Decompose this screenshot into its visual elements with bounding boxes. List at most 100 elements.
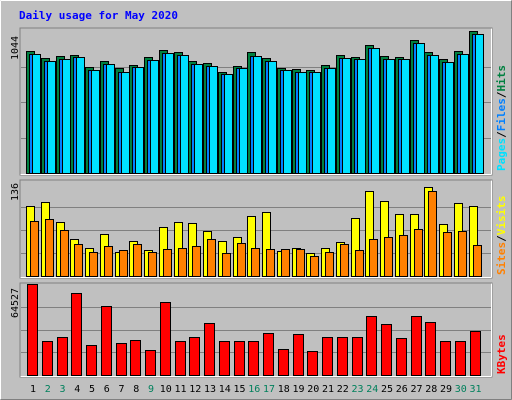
bar-pages-day-9 xyxy=(150,60,159,174)
bar-pages-day-31 xyxy=(475,34,484,174)
y-max-label-visits: 136 xyxy=(10,183,21,201)
x-tick-label-day-31: 31 xyxy=(469,384,481,395)
bar-kbytes-day-14 xyxy=(219,341,230,376)
bar-sites-day-22 xyxy=(340,244,349,277)
bar-pages-day-27 xyxy=(416,43,425,174)
bar-pages-day-10 xyxy=(165,53,174,174)
x-tick-label-day-13: 13 xyxy=(204,384,216,395)
bar-sites-day-5 xyxy=(89,252,98,277)
bar-sites-day-24 xyxy=(369,239,378,277)
bar-kbytes-day-22 xyxy=(337,337,348,376)
x-tick-label-day-11: 11 xyxy=(174,384,186,395)
bar-sites-day-6 xyxy=(104,246,113,277)
bar-pages-day-25 xyxy=(386,59,395,174)
bar-pages-day-29 xyxy=(445,62,454,174)
bar-kbytes-day-21 xyxy=(322,337,333,376)
panel-hits-files-pages: 1044 Pages/Files/Hits xyxy=(10,27,508,176)
bar-sites-day-12 xyxy=(192,246,201,277)
panel-kbytes: 64527 KBytes xyxy=(10,282,508,378)
bar-sites-day-7 xyxy=(119,250,128,277)
bar-pages-day-22 xyxy=(342,58,351,174)
bar-pages-day-1 xyxy=(32,54,41,174)
x-tick-label-day-28: 28 xyxy=(425,384,437,395)
bar-sites-day-10 xyxy=(163,249,172,277)
bar-pages-day-28 xyxy=(430,55,439,174)
bar-kbytes-day-7 xyxy=(116,343,127,376)
bar-kbytes-day-11 xyxy=(175,341,186,376)
bar-pages-day-7 xyxy=(121,72,130,174)
bar-sites-day-11 xyxy=(178,248,187,277)
bar-kbytes-day-1 xyxy=(27,284,38,376)
bars-visits-sites xyxy=(26,187,482,277)
bar-kbytes-day-17 xyxy=(263,333,274,376)
bar-kbytes-day-6 xyxy=(101,306,112,376)
bar-sites-day-15 xyxy=(237,243,246,277)
bar-pages-day-12 xyxy=(194,64,203,174)
bar-sites-day-3 xyxy=(60,230,69,277)
x-tick-label-day-9: 9 xyxy=(148,384,154,395)
bar-sites-day-2 xyxy=(45,219,54,277)
bar-sites-day-4 xyxy=(74,244,83,277)
bar-pages-day-24 xyxy=(371,48,380,174)
bar-pages-day-18 xyxy=(283,70,292,174)
bar-pages-day-15 xyxy=(239,68,248,174)
bar-sites-day-14 xyxy=(222,253,231,277)
legend-files: Files xyxy=(495,98,508,131)
y-max-label-hits: 1044 xyxy=(10,36,21,60)
bar-pages-day-23 xyxy=(357,59,366,174)
legend-separator: / xyxy=(495,91,508,98)
bar-kbytes-day-12 xyxy=(189,337,200,376)
x-tick-label-day-23: 23 xyxy=(351,384,363,395)
bar-kbytes-day-13 xyxy=(204,323,215,376)
bar-kbytes-day-5 xyxy=(86,345,97,376)
bar-sites-day-28 xyxy=(428,191,437,277)
bar-sites-day-8 xyxy=(133,244,142,277)
x-tick-label-day-29: 29 xyxy=(440,384,452,395)
bar-kbytes-day-18 xyxy=(278,349,289,376)
y-max-label-kbytes: 64527 xyxy=(10,288,21,318)
bar-kbytes-day-28 xyxy=(425,322,436,376)
x-tick-label-day-15: 15 xyxy=(233,384,245,395)
x-tick-label-day-19: 19 xyxy=(292,384,304,395)
legend-separator: / xyxy=(495,235,508,242)
svg-text:Sites/Visits: Sites/Visits xyxy=(495,196,508,276)
bar-pages-day-21 xyxy=(327,68,336,174)
chart-title: Daily usage for May 2020 xyxy=(19,9,178,22)
x-tick-label-day-12: 12 xyxy=(189,384,201,395)
bar-kbytes-day-20 xyxy=(307,351,318,376)
bar-sites-day-30 xyxy=(458,231,467,277)
bar-pages-day-14 xyxy=(224,74,233,174)
bars-hits-files-pages xyxy=(26,31,484,174)
legend-visits-sites: Sites/Visits xyxy=(495,196,508,276)
x-tick-label-day-22: 22 xyxy=(337,384,349,395)
bar-kbytes-day-10 xyxy=(160,302,171,376)
bar-pages-day-3 xyxy=(62,59,71,174)
bar-pages-day-6 xyxy=(106,64,115,174)
x-tick-label-day-10: 10 xyxy=(160,384,172,395)
x-tick-label-day-1: 1 xyxy=(30,384,36,395)
panel-visits-sites: 136 Sites/Visits xyxy=(10,179,508,279)
bars-kbytes xyxy=(27,284,481,376)
legend-kbytes-label: KBytes xyxy=(495,334,508,374)
x-tick-label-day-26: 26 xyxy=(396,384,408,395)
bar-sites-day-1 xyxy=(30,221,39,277)
x-tick-label-day-3: 3 xyxy=(59,384,65,395)
bar-kbytes-day-15 xyxy=(234,341,245,376)
bar-kbytes-day-8 xyxy=(130,340,141,376)
x-tick-label-day-14: 14 xyxy=(219,384,231,395)
x-tick-label-day-4: 4 xyxy=(74,384,80,395)
bar-kbytes-day-29 xyxy=(440,341,451,376)
legend-hits: Hits xyxy=(495,65,508,92)
bar-kbytes-day-30 xyxy=(455,341,466,376)
bar-sites-day-16 xyxy=(251,248,260,277)
legend-hits-files-pages: Pages/Files/Hits xyxy=(495,65,508,171)
legend-visits: Visits xyxy=(495,196,508,236)
bar-kbytes-day-4 xyxy=(71,293,82,376)
x-tick-label-day-6: 6 xyxy=(104,384,110,395)
legend-separator: / xyxy=(495,131,508,138)
bar-sites-day-27 xyxy=(414,229,423,277)
bar-kbytes-day-23 xyxy=(352,337,363,376)
x-tick-label-day-21: 21 xyxy=(322,384,334,395)
bar-kbytes-day-9 xyxy=(145,350,156,376)
